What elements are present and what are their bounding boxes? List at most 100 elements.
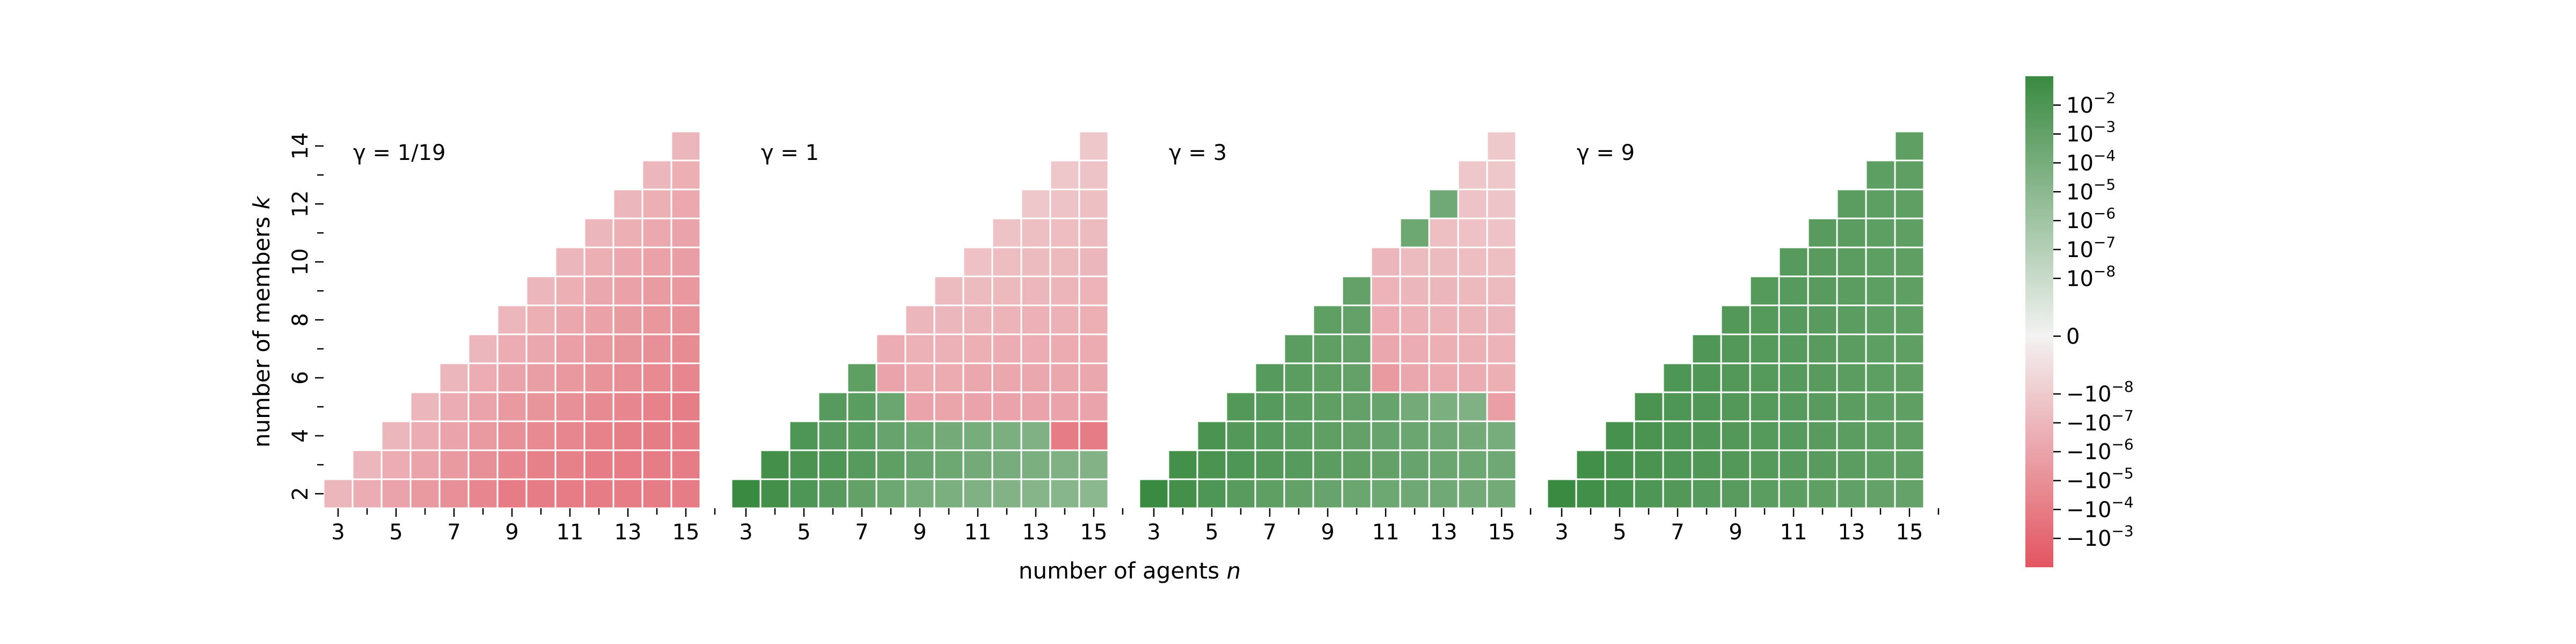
heatmap-cell bbox=[1049, 275, 1080, 306]
heatmap-cell bbox=[670, 246, 701, 277]
heatmap-cell bbox=[1720, 420, 1751, 451]
heatmap-cell bbox=[1370, 391, 1401, 422]
heatmap-cell bbox=[1078, 159, 1109, 191]
heatmap-cell bbox=[846, 449, 877, 480]
x-tick-label: 13 bbox=[1838, 520, 1865, 545]
heatmap-cell bbox=[1341, 333, 1372, 364]
heatmap-cell bbox=[933, 478, 964, 509]
heatmap-cell bbox=[962, 333, 993, 364]
heatmap-cell bbox=[670, 333, 701, 364]
heatmap-cell bbox=[1749, 362, 1780, 393]
heatmap-cell bbox=[1691, 362, 1722, 393]
heatmap-cell bbox=[1049, 449, 1080, 480]
heatmap-cell bbox=[991, 391, 1022, 422]
x-tick-label: 11 bbox=[1780, 520, 1807, 545]
heatmap-cell bbox=[1428, 478, 1459, 509]
y-tick-label: 14 bbox=[288, 133, 313, 160]
heatmap-cell bbox=[788, 478, 819, 509]
heatmap-cell bbox=[554, 478, 586, 509]
heatmap-cell bbox=[1662, 478, 1693, 509]
heatmap-cell bbox=[962, 391, 993, 422]
heatmap-cell bbox=[1778, 304, 1809, 335]
heatmap-cell bbox=[641, 391, 672, 422]
heatmap-cell bbox=[583, 391, 614, 422]
heatmap-cell bbox=[641, 362, 672, 393]
heatmap-cell bbox=[1778, 333, 1809, 364]
heatmap-cell bbox=[641, 333, 672, 364]
heatmap-cell bbox=[1457, 246, 1488, 277]
heatmap-cell bbox=[554, 449, 586, 480]
heatmap-cell bbox=[1865, 188, 1896, 219]
heatmap-cell bbox=[467, 478, 499, 509]
x-tick-label: 7 bbox=[1263, 520, 1276, 545]
heatmap-cell bbox=[1486, 188, 1517, 219]
heatmap-cell bbox=[438, 478, 470, 509]
heatmap-cell bbox=[1283, 478, 1314, 509]
x-tick-label: 15 bbox=[1080, 520, 1108, 545]
heatmap-cell bbox=[1078, 391, 1109, 422]
heatmap-cell bbox=[1049, 304, 1080, 335]
x-tick-label: 15 bbox=[672, 520, 700, 545]
heatmap-cell bbox=[641, 188, 672, 219]
heatmap-cell bbox=[1457, 362, 1488, 393]
heatmap-cell bbox=[1049, 188, 1080, 219]
heatmap-cell bbox=[525, 420, 557, 451]
x-tick-label: 7 bbox=[447, 520, 460, 545]
heatmap-cell bbox=[583, 362, 614, 393]
heatmap-cell bbox=[1341, 420, 1372, 451]
heatmap-cell bbox=[670, 449, 701, 480]
heatmap-cell bbox=[1575, 478, 1606, 509]
heatmap-cell bbox=[1049, 391, 1080, 422]
colorbar-tick-label: −10−5 bbox=[2066, 465, 2134, 494]
heatmap-cell bbox=[583, 275, 614, 306]
heatmap-cell bbox=[323, 478, 354, 509]
heatmap-cell bbox=[496, 362, 528, 393]
heatmap-cell bbox=[1049, 159, 1080, 191]
heatmap-cell bbox=[612, 246, 643, 277]
colorbar-tick-label: 10−4 bbox=[2066, 147, 2116, 175]
heatmap-cell bbox=[1691, 333, 1722, 364]
heatmap-cell bbox=[1807, 246, 1838, 277]
heatmap-cell bbox=[670, 420, 701, 451]
heatmap-cell bbox=[1457, 217, 1488, 248]
colorbar-tick-label: 10−3 bbox=[2066, 118, 2116, 147]
heatmap-cell bbox=[612, 478, 643, 509]
heatmap-cell bbox=[1341, 362, 1372, 393]
heatmap-cell bbox=[1865, 449, 1896, 480]
y-tick-label: 12 bbox=[288, 191, 313, 218]
heatmap-cell bbox=[759, 478, 791, 509]
heatmap-cell bbox=[352, 478, 383, 509]
heatmap-cell bbox=[1254, 420, 1285, 451]
heatmap-cell bbox=[1078, 275, 1109, 306]
heatmap-cell bbox=[1807, 275, 1838, 306]
x-tick-label: 7 bbox=[855, 520, 868, 545]
heatmap-cell bbox=[1894, 217, 1925, 248]
x-tick-label: 3 bbox=[331, 520, 345, 545]
heatmap-cell bbox=[409, 449, 441, 480]
heatmap-cell bbox=[496, 449, 528, 480]
x-tick-label: 11 bbox=[557, 520, 584, 545]
heatmap-cell bbox=[1399, 246, 1430, 277]
heatmap-cell bbox=[1312, 478, 1343, 509]
heatmap-cell bbox=[496, 478, 528, 509]
heatmap-cell bbox=[1836, 478, 1867, 509]
heatmap-cell bbox=[1633, 391, 1664, 422]
heatmap-cell bbox=[467, 333, 499, 364]
heatmap-cell bbox=[1836, 362, 1867, 393]
heatmap-cell bbox=[1428, 362, 1459, 393]
heatmap-cell bbox=[1399, 217, 1430, 248]
heatmap-cell bbox=[352, 449, 383, 480]
heatmap-cell bbox=[1020, 188, 1051, 219]
heatmap-cell bbox=[1399, 420, 1430, 451]
x-tick-label: 13 bbox=[1022, 520, 1050, 545]
heatmap-cell bbox=[1196, 449, 1227, 480]
colorbar-tick-label: −10−4 bbox=[2066, 493, 2134, 522]
heatmap-cell bbox=[1778, 246, 1809, 277]
heatmap-cell bbox=[962, 449, 993, 480]
heatmap-cell bbox=[991, 449, 1022, 480]
heatmap-cell bbox=[1604, 449, 1635, 480]
heatmap-cell bbox=[1370, 304, 1401, 335]
heatmap-cell bbox=[991, 478, 1022, 509]
y-tick-label: 8 bbox=[288, 313, 313, 326]
heatmap-cell bbox=[759, 449, 791, 480]
